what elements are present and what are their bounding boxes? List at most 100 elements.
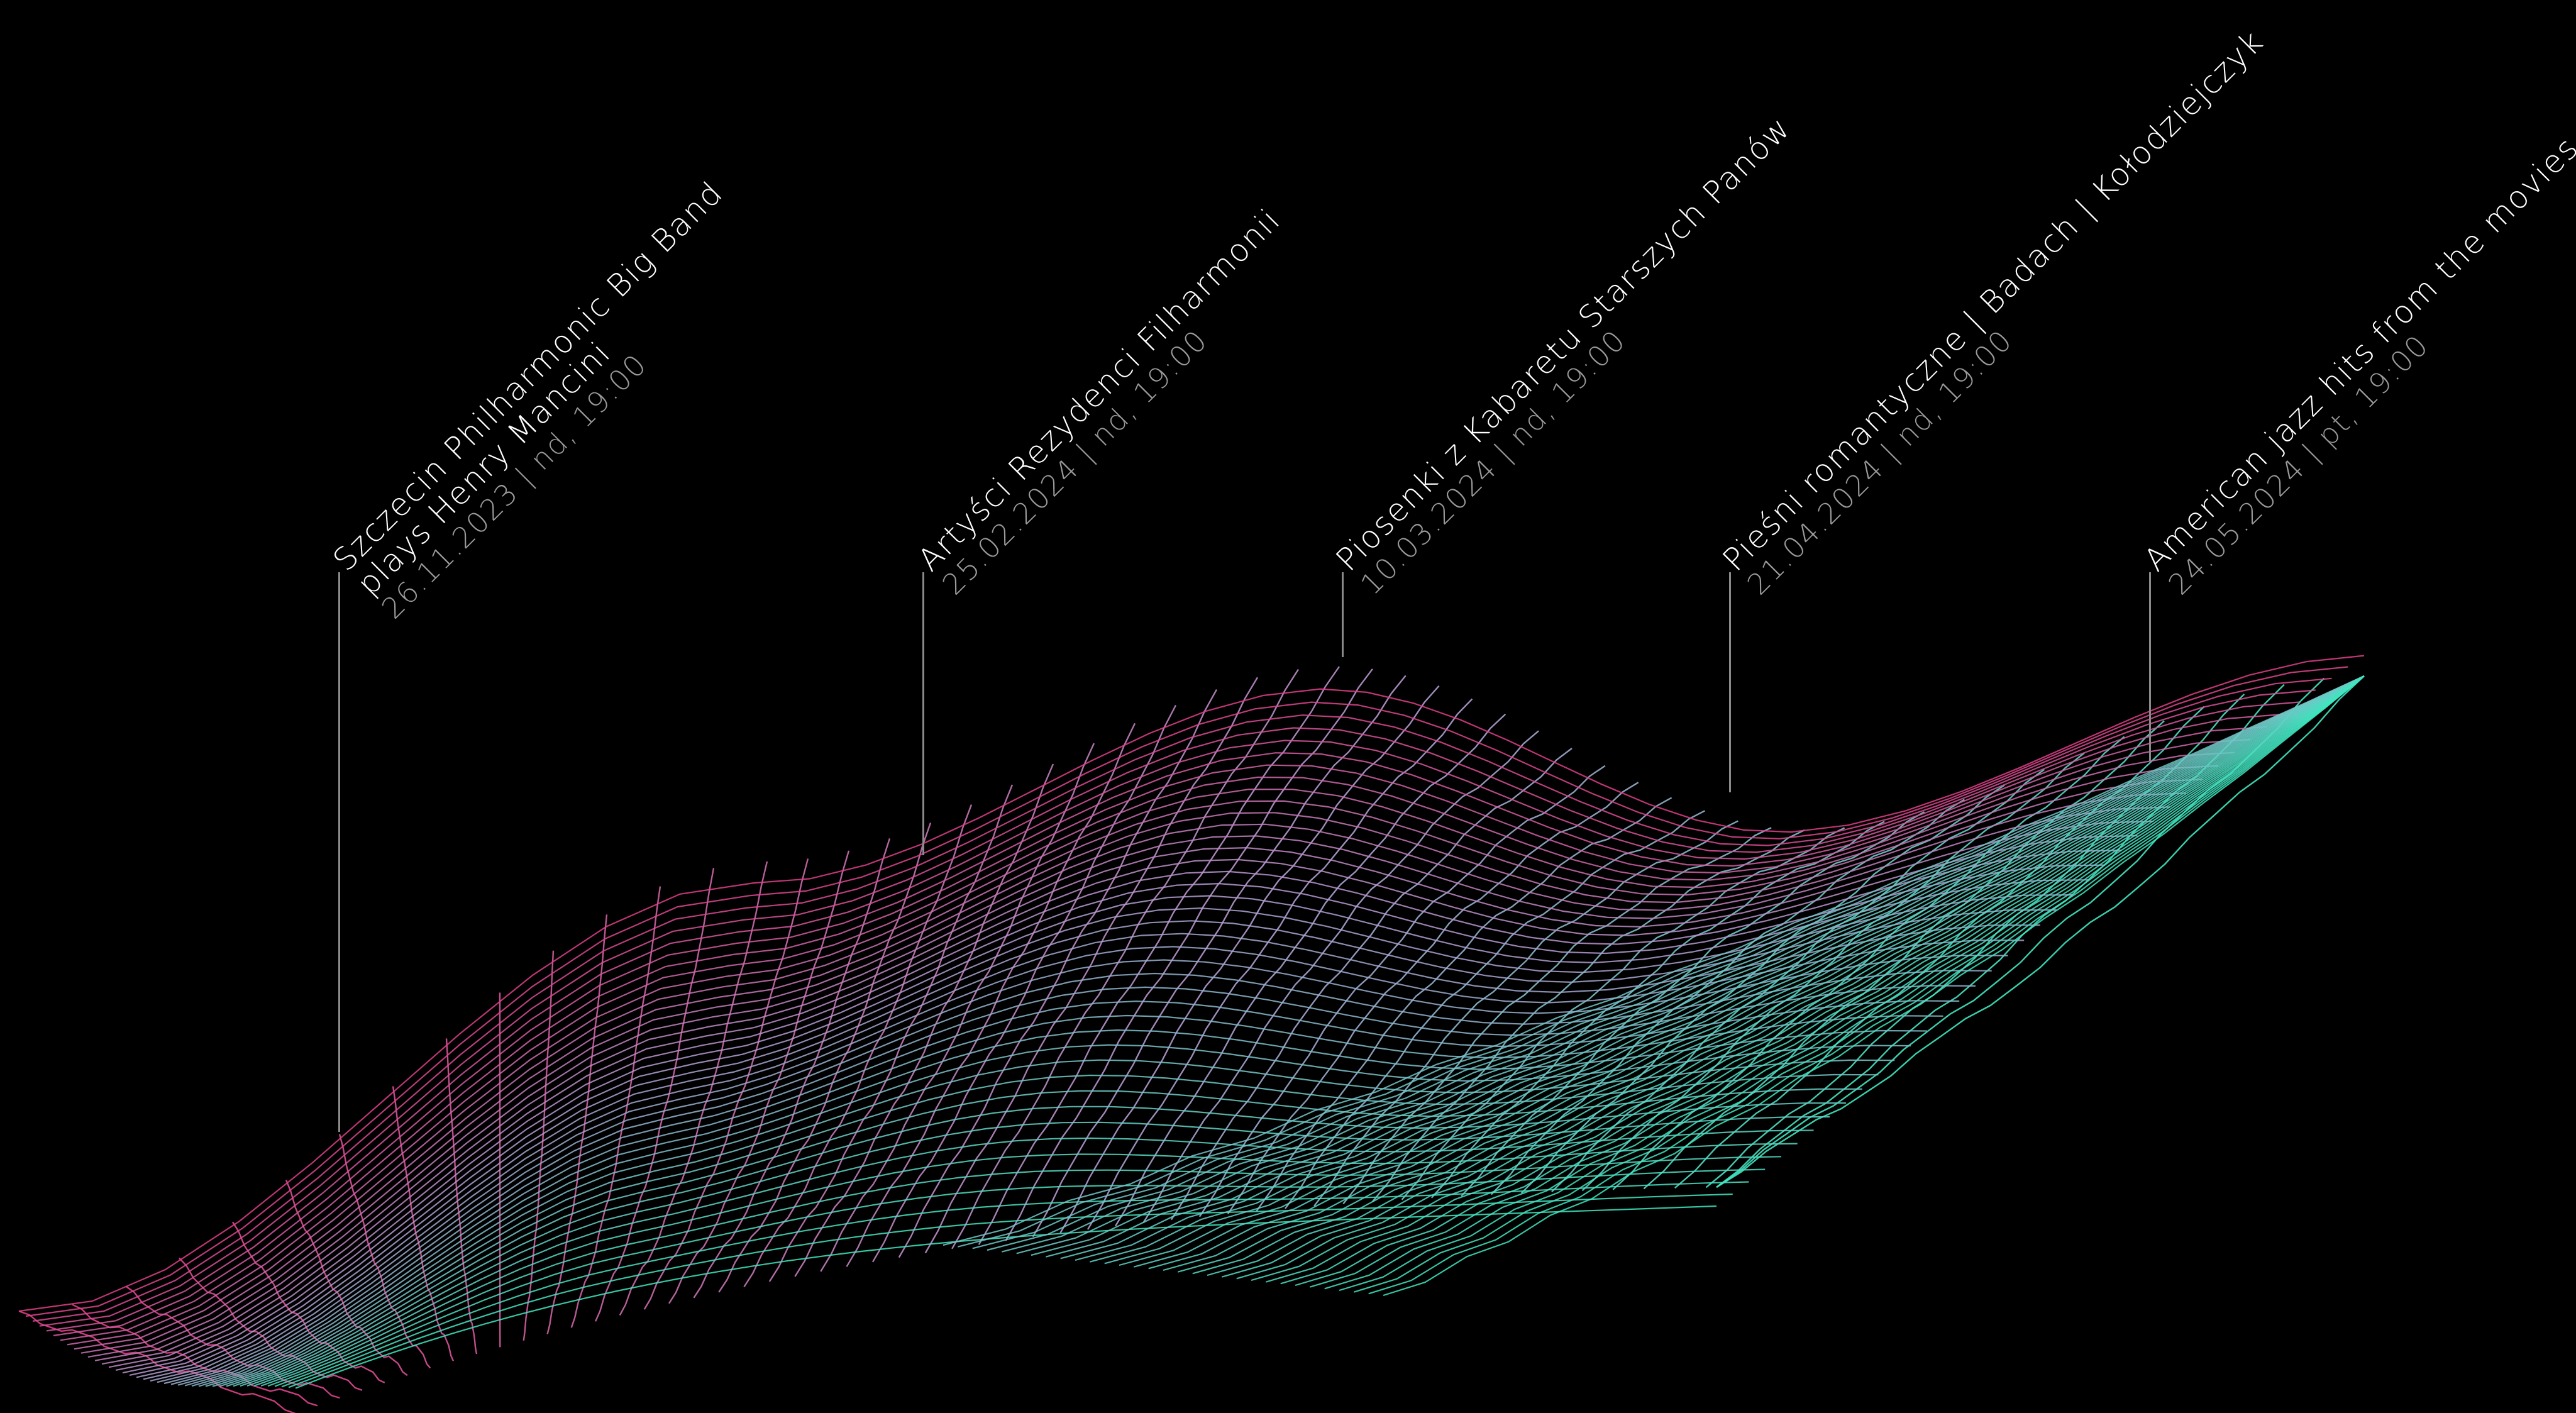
wave-mesh-rib <box>595 868 715 1322</box>
wave-mesh-strand <box>191 1000 1960 1387</box>
wave-mesh-strand <box>295 1205 1717 1389</box>
wave-mesh-rib <box>1490 799 1965 1195</box>
wave-mesh-fold-strand <box>1295 675 2365 1287</box>
wave-mesh-strand <box>246 1116 1830 1387</box>
wave-mesh-strand <box>150 909 2057 1382</box>
wave-mesh-strand <box>60 726 2267 1341</box>
event-kabaret-leader-line <box>1342 572 1344 657</box>
wave-mesh-teal-fold <box>943 675 2365 1297</box>
wave-mesh-strand <box>219 1059 1895 1387</box>
wave-mesh-rib <box>1520 784 2005 1194</box>
wave-mesh-strand <box>53 713 2284 1336</box>
wave-mesh-strand <box>101 806 2170 1365</box>
wave-mesh-rib <box>846 723 1136 1267</box>
wave-mesh-rib <box>1227 782 1639 1214</box>
wave-mesh-rib <box>231 1221 385 1383</box>
wave-mesh-strand <box>177 970 1992 1386</box>
wave-mesh-fold-strand <box>1075 675 2365 1261</box>
wave-mesh-rib <box>1256 797 1672 1212</box>
wave-mesh-rib <box>285 1180 408 1377</box>
wave-mesh-strand <box>212 1044 1911 1387</box>
wave-mesh-strand <box>74 751 2235 1350</box>
wave-mesh-fold-strand <box>1002 675 2365 1253</box>
wave-mesh-rib <box>1005 668 1373 1241</box>
event-rezydenci-leader-line <box>922 572 924 855</box>
wave-mesh-strand <box>39 689 2316 1327</box>
event-jazz-leader-line <box>2149 572 2151 761</box>
wave-mesh-fold-strand <box>1221 675 2365 1278</box>
wave-mesh-strand <box>163 939 2025 1385</box>
wave-mesh-fold-strand <box>1119 675 2365 1266</box>
wave-mesh-fold-strand <box>1339 675 2365 1292</box>
wave-mesh-fold-strand <box>1148 675 2365 1270</box>
wave-mesh-fold-strand <box>1280 675 2365 1285</box>
wave-mesh-strand <box>281 1181 1749 1388</box>
wave-mesh-rib <box>1032 675 1407 1238</box>
wave-mesh-fold-strand <box>987 675 2365 1251</box>
wave-mesh-rib <box>871 704 1177 1263</box>
wave-mesh-strand <box>226 1073 1879 1387</box>
wave-mesh-strand <box>274 1168 1766 1387</box>
wave-mesh-rib <box>1716 677 2325 1188</box>
wave-mesh-rib <box>718 823 932 1293</box>
wave-mesh-strand <box>267 1156 1782 1387</box>
wave-mesh-strand <box>18 655 2365 1312</box>
wave-mesh-strand <box>240 1102 1847 1387</box>
wave-mesh-rib <box>1581 752 2085 1192</box>
wave-mesh-rib <box>898 689 1218 1258</box>
wave-mesh-rib <box>743 804 973 1288</box>
wave-mesh-rib <box>18 1310 296 1413</box>
wave-mesh-fold-strand <box>1265 675 2365 1283</box>
wave-mesh-fold-strand <box>972 675 2365 1250</box>
wave-mesh-rib <box>924 677 1259 1254</box>
wave-mesh-rib <box>1430 821 1885 1199</box>
wave-mesh-rib <box>570 886 661 1328</box>
wave-mesh-fold-strand <box>1104 675 2365 1265</box>
wave-mesh-rib <box>522 950 555 1341</box>
wave-mesh-strand <box>67 738 2251 1346</box>
wave-mesh-fold-strand <box>1236 675 2365 1280</box>
wave-mesh-strand <box>25 666 2348 1317</box>
wave-mesh-fold-strand <box>1090 675 2365 1263</box>
wave-mesh-rib <box>1170 748 1573 1221</box>
wave-mesh-fold-strand <box>1016 675 2365 1255</box>
wave-mesh-strand <box>108 820 2154 1368</box>
wave-mesh-strand <box>205 1029 1927 1387</box>
wave-mesh-rib <box>951 668 1300 1250</box>
wave-mesh-fold-strand <box>1134 675 2365 1268</box>
wave-mesh-strand <box>143 894 2073 1380</box>
wave-mesh-rib <box>1551 768 2045 1193</box>
wave-mesh-strand <box>233 1088 1862 1387</box>
event-piesni-leader-line <box>1729 572 1731 792</box>
wave-mesh-strand <box>87 779 2203 1358</box>
wave-mesh-fold-strand <box>1178 675 2365 1273</box>
wave-mesh-rib <box>768 784 1014 1282</box>
wave-mesh-rib <box>619 861 768 1316</box>
wave-mesh-rib <box>794 763 1054 1277</box>
wave-mesh-fold-strand <box>1031 675 2365 1256</box>
wave-mesh-fold-strand <box>1324 675 2365 1290</box>
wave-mesh-rib <box>1313 820 1739 1207</box>
wave-mesh-strand <box>170 955 2008 1385</box>
wave-mesh-rib <box>392 1086 455 1361</box>
wave-mesh-fold-strand <box>1309 675 2365 1288</box>
wave-mesh-strand <box>115 834 2138 1371</box>
wave-mesh-rib <box>693 838 891 1299</box>
wave-mesh-strand <box>129 864 2106 1376</box>
wave-mesh-strand <box>46 701 2300 1332</box>
wave-mesh-rib <box>1716 675 2365 1189</box>
wave-mesh-strand <box>136 879 2089 1378</box>
wave-mesh-rib <box>72 1304 318 1407</box>
wave-mesh-fold-strand <box>1163 675 2365 1272</box>
event-mancini-leader-line <box>338 572 340 1132</box>
wave-mesh-rib <box>643 858 809 1310</box>
wave-mesh-fold-strand <box>1060 675 2365 1260</box>
wave-mesh-fold-strand <box>943 675 2365 1246</box>
wave-mesh-rib <box>1198 765 1606 1217</box>
wave-mesh-strand <box>122 850 2121 1374</box>
wave-mesh-strand <box>94 792 2186 1361</box>
wave-mesh-strand <box>198 1014 1943 1387</box>
wave-mesh-strand <box>260 1143 1798 1387</box>
